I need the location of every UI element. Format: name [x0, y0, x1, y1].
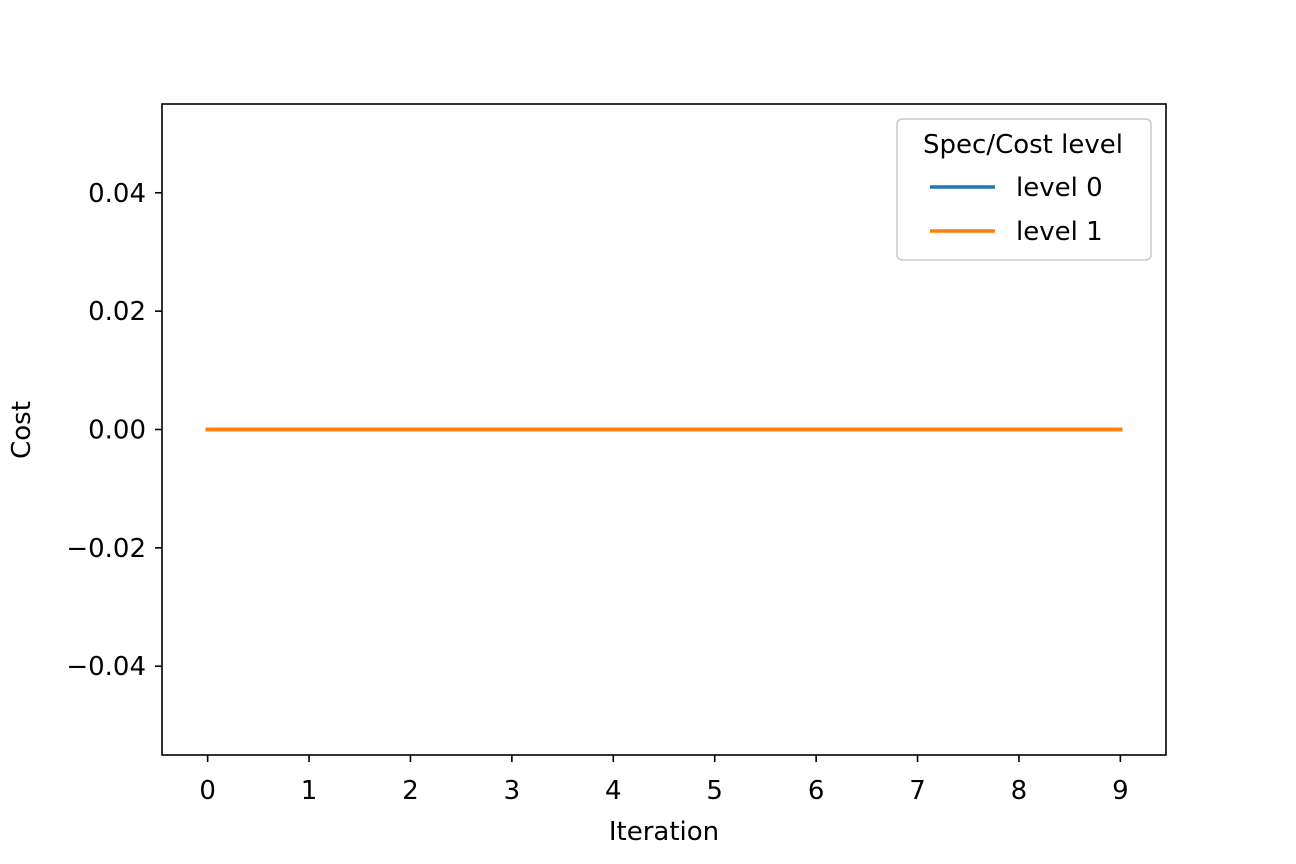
x-tick-label: 9 — [1112, 776, 1129, 806]
x-tick-label: 7 — [909, 776, 926, 806]
x-tick-label: 6 — [808, 776, 825, 806]
legend-title: Spec/Cost level — [923, 130, 1123, 160]
y-tick-label: −0.02 — [66, 534, 146, 564]
legend-label-level-1: level 1 — [1016, 217, 1103, 247]
x-tick-label: 8 — [1011, 776, 1028, 806]
y-axis-label: Cost — [7, 401, 37, 459]
y-tick-label: −0.04 — [66, 652, 146, 682]
x-axis-label: Iteration — [609, 817, 719, 847]
y-tick-label: 0.02 — [88, 297, 146, 327]
legend: Spec/Cost level level 0 level 1 — [896, 118, 1152, 261]
legend-label-level-0: level 0 — [1016, 173, 1103, 203]
x-tick-label: 5 — [706, 776, 723, 806]
y-axis-ticks: 0.04 0.02 0.00 −0.02 −0.04 — [66, 179, 162, 682]
x-tick-label: 4 — [605, 776, 622, 806]
legend-box — [896, 118, 1152, 261]
y-tick-label: 0.04 — [88, 179, 146, 209]
x-tick-label: 1 — [301, 776, 318, 806]
x-tick-label: 0 — [199, 776, 216, 806]
y-tick-label: 0.00 — [88, 416, 146, 446]
x-tick-label: 3 — [504, 776, 521, 806]
x-tick-label: 2 — [402, 776, 419, 806]
x-axis-ticks: 0 1 2 3 4 5 6 7 8 9 — [199, 755, 1129, 806]
